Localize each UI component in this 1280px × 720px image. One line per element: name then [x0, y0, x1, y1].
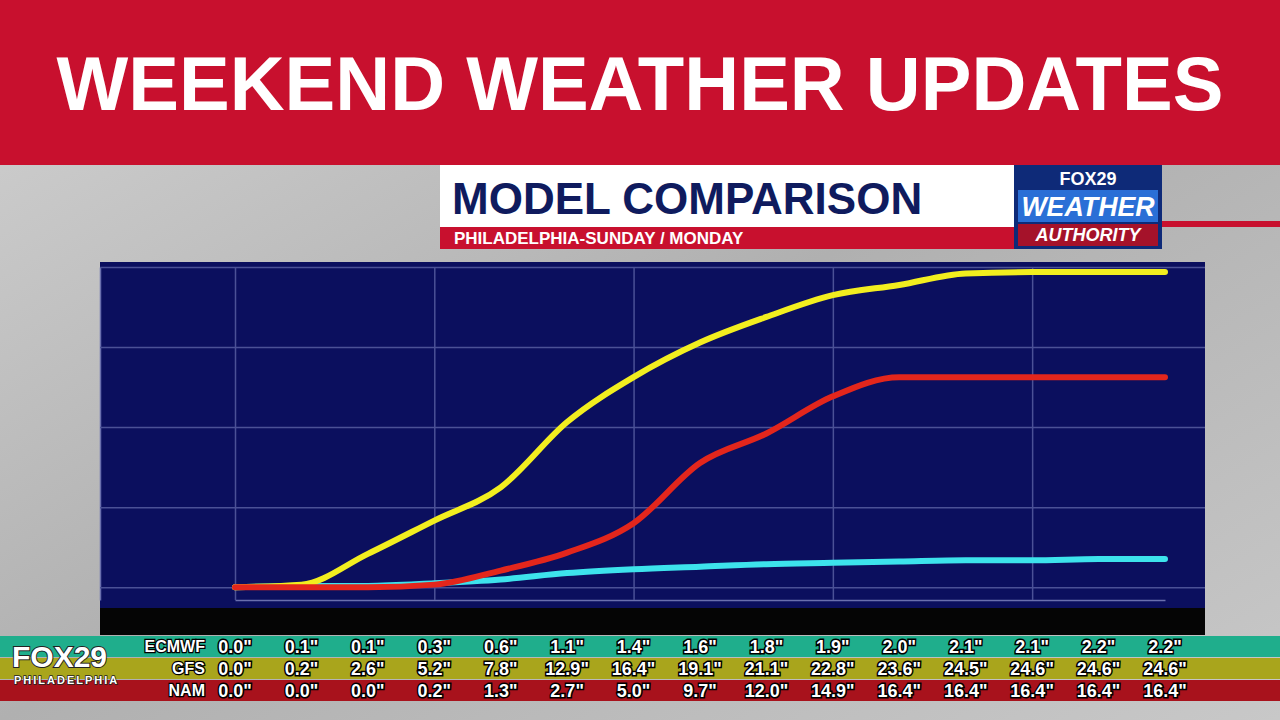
data-label: 2.7" [550, 681, 584, 701]
data-label: 0.2" [285, 659, 319, 679]
logo-text: WEATHER [1021, 192, 1155, 222]
data-label: 2.0" [883, 637, 917, 657]
header-rule [1160, 221, 1280, 227]
table-row [0, 680, 1280, 701]
y-axis [100, 268, 1205, 601]
data-label: 19.1" [678, 659, 722, 679]
x-tick [235, 267, 236, 600]
row-label: ECMWF [145, 638, 206, 655]
logo-band [1018, 190, 1158, 222]
series-line [235, 559, 1165, 587]
y-tick [100, 347, 1205, 348]
background [0, 0, 1280, 720]
data-label: 23.6" [877, 659, 921, 679]
plot-area [100, 262, 1205, 608]
data-label: 24.6" [1010, 659, 1054, 679]
data-label: 2.2" [1148, 637, 1182, 657]
series-line [235, 272, 1165, 587]
logo-text: AUTHORITY [1035, 225, 1143, 245]
data-label: 16.4" [1077, 681, 1121, 701]
data-label: 1.4" [617, 637, 651, 657]
data-label: 21.1" [745, 659, 789, 679]
data-label: 0.1" [351, 637, 385, 657]
grid-line [434, 267, 436, 600]
data-label: 16.4" [944, 681, 988, 701]
data-label: 0.0" [351, 681, 385, 701]
data-label: 0.1" [285, 637, 319, 657]
series-group [235, 272, 1165, 587]
data-label: 1.3" [484, 681, 518, 701]
data-label: 1.8" [750, 637, 784, 657]
data-label: 24.6" [1143, 659, 1187, 679]
data-label: 1.1" [550, 637, 584, 657]
data-label: 5.2" [418, 659, 452, 679]
station-logo: PHILADELPHIA [14, 674, 119, 686]
row-label: GFS [172, 660, 205, 677]
logo-text: FOX29 [1059, 169, 1116, 189]
y-axis-line [100, 268, 102, 601]
plot-footer [100, 608, 1205, 635]
data-label: 7.8" [484, 659, 518, 679]
table-row [0, 636, 1280, 657]
logo-band [1018, 224, 1158, 246]
data-label: 16.4" [1143, 681, 1187, 701]
data-label: 9.7" [683, 681, 717, 701]
x-tick [1032, 267, 1033, 600]
data-label: 0.2" [418, 681, 452, 701]
title-panel [440, 165, 1014, 227]
data-label: 16.4" [612, 659, 656, 679]
data-label: 22.8" [811, 659, 855, 679]
data-label: 0.0" [218, 637, 252, 657]
data-label: 16.4" [1010, 681, 1054, 701]
grid-line [100, 267, 1205, 269]
station-logo: FOX29 [12, 640, 107, 673]
chart-title: MODEL COMPARISON [452, 174, 922, 223]
grid-line [100, 347, 1205, 349]
logo-box [1014, 165, 1162, 249]
data-label: 14.9" [811, 681, 855, 701]
grid-line [100, 427, 1205, 429]
data-label: 1.9" [816, 637, 850, 657]
page: WEEKEND WEATHER UPDATES MODEL COMPARISON P… [0, 0, 1280, 720]
y-tick [100, 267, 1205, 268]
x-axis-line [236, 600, 1166, 602]
row-label: NAM [169, 682, 205, 699]
y-tick [100, 427, 1205, 428]
data-label: 2.1" [949, 637, 983, 657]
data-label: 2.1" [1015, 637, 1049, 657]
x-tick [634, 267, 635, 600]
data-label: 12.0" [745, 681, 789, 701]
series-line [235, 377, 1165, 587]
x-tick [833, 267, 834, 600]
grid-line [633, 267, 635, 600]
grid-line [235, 267, 237, 600]
data-label: 0.3" [418, 637, 452, 657]
table-row [0, 658, 1280, 679]
data-label: 0.0" [218, 681, 252, 701]
data-label: 0.0" [218, 659, 252, 679]
banner-band [0, 0, 1280, 165]
data-label: 0.0" [285, 681, 319, 701]
grid-line [1032, 267, 1034, 600]
data-label: 24.6" [1077, 659, 1121, 679]
subtitle-strip [440, 227, 1014, 249]
chart-subtitle: PHILADELPHIA-SUNDAY / MONDAY [454, 229, 744, 248]
data-label: 12.9" [545, 659, 589, 679]
banner-title: WEEKEND WEATHER UPDATES [57, 41, 1224, 126]
data-label: 1.6" [683, 637, 717, 657]
data-label: 2.2" [1082, 637, 1116, 657]
data-label: 2.6" [351, 659, 385, 679]
x-axis [236, 267, 1166, 601]
data-label: 0.6" [484, 637, 518, 657]
x-tick [434, 267, 435, 600]
data-label: 16.4" [877, 681, 921, 701]
data-label: 24.5" [944, 659, 988, 679]
grid-line [833, 267, 835, 600]
data-label: 5.0" [617, 681, 651, 701]
